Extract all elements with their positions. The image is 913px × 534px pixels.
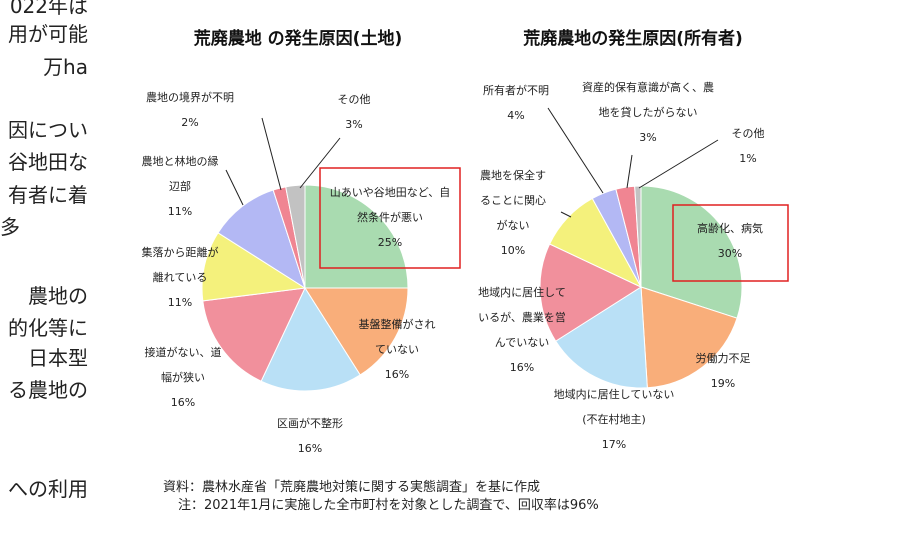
slice-value-label: 2% [181,116,199,129]
pie-slice [217,189,306,290]
slice-category: 地域内に居住していない(不在村地主) [553,388,675,426]
slice-label: 基盤整備がされていない 16% [357,312,437,387]
slice-label: 山あいや谷地田など、自然条件が悪い 25% [325,180,455,255]
slice-category: 接道がない、道幅が狭い [144,346,222,384]
slice-value-label: 3% [345,118,363,131]
slice-value-label: 16% [509,361,535,374]
slice-category: 高齢化、病気 [697,222,763,235]
slice-label: 農地の境界が不明 2% [135,85,245,135]
side-text-line: 因につい [8,118,88,142]
slice-value-label: 4% [507,109,525,122]
pie-slice [555,286,648,389]
slice-label: 区画が不整形 16% [265,411,355,461]
pie-slice [640,286,738,389]
slice-value-label: 10% [500,244,526,257]
chart-title: 荒廃農地 の発生原因(土地) [193,29,403,49]
slice-category: 地域内に居住しているが、農業を営んでいない [478,286,566,349]
slice-value-label: 30% [717,247,743,260]
pie-slice [640,185,743,319]
leader-line [560,211,572,218]
leader-lines [225,107,719,218]
slice-label: その他 1% [718,121,778,171]
slice-label: 所有者が不明 4% [476,78,556,128]
slice-label: 集落から距離が離れている 11% [140,240,220,315]
slice-category: 労働力不足 [695,352,751,365]
slice-category: その他 [337,93,371,106]
slice-label: 高齢化、病気 30% [680,216,780,266]
side-text-line: 万ha [43,55,88,79]
pie-slice [304,287,409,376]
slice-category: 農地の境界が不明 [146,91,234,104]
slice-label: 地域内に居住していない(不在村地主) 17% [549,382,679,457]
slice-value-label: 11% [167,205,193,218]
pie-slice [634,185,642,288]
slice-category: その他 [731,127,765,140]
highlight-box [319,167,461,269]
leader-line [225,169,244,206]
slice-value-label: 25% [377,236,403,249]
slice-category: 基盤整備がされていない [358,318,436,356]
slice-category: 資産的保有意識が高く、農地を貸したがらない [582,81,714,119]
slice-label: 労働力不足 19% [678,346,768,396]
pie-slice [285,184,306,289]
leader-line [626,154,633,189]
pie-slice [260,286,361,392]
slice-label: 農地を保全することに関心がない 10% [478,163,548,263]
side-text-line: 日本型 [28,346,88,370]
leader-line [261,117,282,191]
slice-value-label: 16% [297,442,323,455]
side-text-line: 農地の [28,284,88,308]
side-text-line: への利用 [8,477,88,501]
slice-value-label: 3% [639,131,657,144]
pie-slice [202,287,306,382]
pie-slice [304,184,409,289]
slice-label: 接道がない、道幅が狭い 16% [143,340,223,415]
leader-line [299,137,341,189]
side-text-line: 022年は [9,0,88,18]
side-text-line: 的化等に [8,316,88,340]
pie-slice [539,243,643,342]
side-text-line: る農地の [8,378,88,402]
slice-category: 所有者が不明 [483,84,549,97]
slice-category: 農地と林地の縁辺部 [141,155,219,193]
chart-title: 荒廃農地の発生原因(所有者) [523,29,743,49]
slice-category: 集落から距離が離れている [141,246,219,284]
slice-category: 区画が不整形 [277,417,343,430]
side-text-line: 谷地田な [8,150,88,174]
source-text: 資料：農林水産省「荒廃農地対策に関する実態調査」を基に作成 [163,480,541,495]
slice-label: 資産的保有意識が高く、農地を貸したがらない 3% [578,75,718,150]
note-text: 注：2021年1月に実施した全市町村を対象とした調査で、回収率は96% [178,498,599,513]
slice-category: 山あいや谷地田など、自然条件が悪い [329,186,451,224]
pie-slice [201,232,307,302]
slice-value-label: 16% [170,396,196,409]
highlight-box [672,204,789,282]
slice-category: 農地を保全することに関心がない [480,169,546,232]
slice-value-label: 11% [167,296,193,309]
slice-value-label: 1% [739,152,757,165]
slice-label: その他 3% [324,87,384,137]
side-text-line: 用が可能 [8,22,88,46]
slice-value-label: 19% [710,377,736,390]
side-text-line: 有者に着 [8,183,88,207]
slice-label: 農地と林地の縁辺部 11% [140,149,220,224]
slice-value-label: 16% [384,368,410,381]
slice-value-label: 17% [601,438,627,451]
side-text-line: 多 [0,215,20,239]
slice-label: 地域内に居住しているが、農業を営んでいない 16% [476,280,568,380]
leader-line [547,107,604,194]
leader-line [638,139,719,189]
